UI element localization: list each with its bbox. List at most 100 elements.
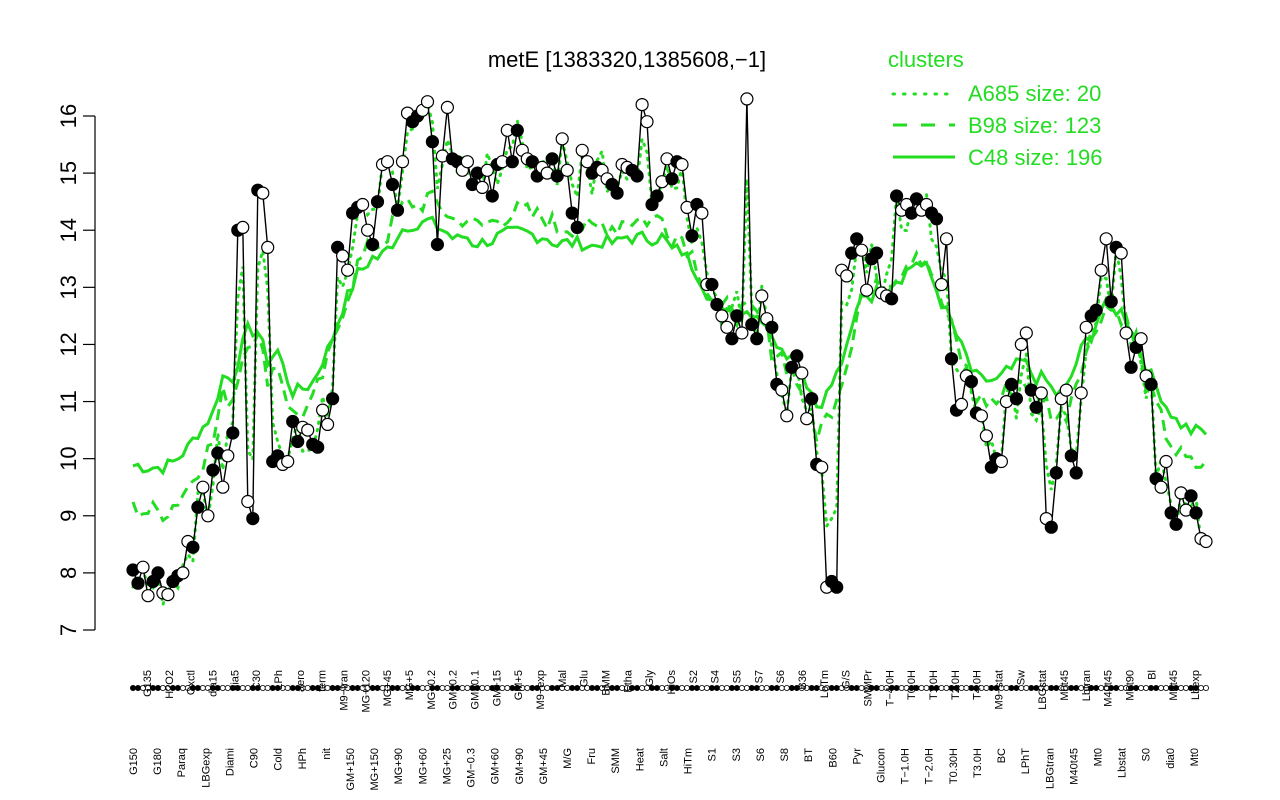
data-point [979,429,994,443]
data-point [286,414,300,429]
x-tick-label: G/S [841,670,853,689]
x-position-marker [708,685,715,692]
x-tick-label: Paraq [176,748,188,777]
data-point [964,375,979,389]
data-point [206,463,220,477]
data-point [151,566,165,580]
data-point [795,366,809,380]
x-position-marker [419,685,426,692]
data-point [425,135,439,149]
data-point [186,540,200,554]
data-point [176,566,190,580]
x-tick-label: MG+150 [369,748,381,791]
data-point [675,157,689,172]
x-tick-label: BMM [601,670,613,696]
data-point [430,237,444,252]
x-position-marker [549,685,556,692]
x-tick-label: LPhT [1020,748,1032,775]
data-points [126,92,1213,603]
y-tick-label: 15 [56,161,81,185]
x-tick-label: GM+45 [538,748,550,784]
x-position-marker [484,685,491,692]
x-position-marker [1203,685,1210,692]
x-tick-label: T1.0H [928,670,940,700]
data-point [1004,377,1019,391]
x-position-marker [788,685,795,692]
data-point [954,397,969,411]
x-tick-label: MG+60 [417,748,429,784]
x-tick-label: LPh [273,670,285,690]
x-tick-label: MG−0.2 [426,670,438,709]
x-position-marker [504,685,511,692]
data-point [635,97,649,112]
data-point [755,289,769,303]
data-point [1009,392,1024,406]
data-point [1119,326,1133,340]
data-point [370,195,385,209]
data-point [1034,386,1048,400]
data-point [311,440,325,454]
x-tick-label: M/G [562,748,574,769]
x-position-marker [718,685,725,692]
data-point [510,123,524,137]
data-point [780,409,794,423]
x-tick-label: M9−tran [339,670,351,711]
data-point [710,297,724,312]
x-tick-label: GM−0.1 [470,670,482,709]
data-point [775,383,789,397]
x-tick-label: S2 [688,670,700,683]
x-tick-label: S6 [775,670,787,683]
x-tick-label: M9−stat [994,670,1006,709]
x-tick-label: MG+90 [393,748,405,784]
x-tick-label: Lbstat [1117,748,1129,778]
x-position-marker [768,685,775,692]
x-position-marker [873,685,880,692]
data-point [730,309,744,323]
x-position-marker [264,685,271,692]
data-point [236,220,250,234]
data-point [440,100,454,115]
chart-title: metE [1383320,1385608,−1] [488,47,766,72]
data-point [1169,517,1183,531]
x-tick-label: S6 [755,748,767,761]
x-position-marker [1158,685,1165,692]
data-point [1134,332,1148,346]
x-tick-labels-lower: G150 G180 Paraq LBGexp Diami C90 Cold HPh nit GM+… [128,748,1201,791]
x-tick-label: T4.0H [972,670,984,700]
data-point [1019,326,1033,340]
data-point [525,155,539,169]
x-position-marker [1143,685,1150,692]
data-point [1164,506,1178,520]
x-tick-label: LBGstat [1037,670,1049,710]
x-position-marker [1028,685,1035,692]
x-position-marker [1138,685,1145,692]
x-tick-label: M0t90 [1125,670,1137,701]
x-position-marker [569,685,576,692]
data-point [705,277,719,292]
data-point [550,169,564,183]
x-tick-label: nit [321,748,333,760]
data-point [201,509,215,523]
legend-c48-label: C48 size: 196 [968,145,1103,170]
data-point [630,169,644,183]
data-point [1099,232,1113,246]
data-point [974,409,989,423]
x-position-marker [1183,685,1190,692]
y-tick-label: 10 [56,446,81,470]
x-tick-label: GM+5 [513,670,525,700]
x-tick-label: aero [295,670,307,692]
data-point [765,320,779,334]
x-tick-label: Mal [557,670,569,688]
data-point [650,189,664,203]
x-tick-label: SMM [610,748,622,774]
x-tick-label: T−1.0H [900,748,912,784]
x-position-marker [703,685,710,692]
x-tick-label: G180 [152,748,164,775]
x-tick-label: Diami [224,748,236,776]
x-position-marker [748,685,755,692]
data-point [1044,520,1058,534]
data-point [161,587,175,602]
x-position-marker [713,685,720,692]
data-point [1029,400,1043,414]
